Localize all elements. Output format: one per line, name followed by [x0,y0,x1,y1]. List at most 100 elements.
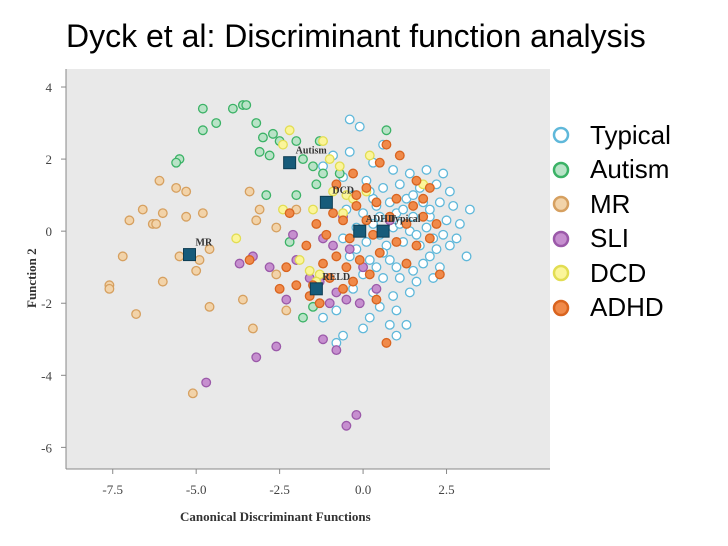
data-point [398,204,409,215]
group-centroid [309,282,323,296]
data-point [311,179,322,190]
legend: Typical Autism MR SLI DCD ADHD [552,118,671,325]
y-tick-label: 2 [46,152,53,167]
data-point [401,319,412,330]
data-point [341,294,352,305]
data-point [424,233,435,244]
y-axis-title: Function 2 [24,248,39,308]
data-point [281,294,292,305]
centroid-label: ADHD [366,214,395,225]
y-tick-label: 4 [46,80,53,95]
data-point [441,215,452,226]
data-point [241,100,252,110]
legend-label: Typical [590,119,671,150]
data-point [401,219,412,229]
data-point [231,233,242,244]
data-point [331,251,342,262]
data-point [444,240,455,251]
data-point [331,305,342,316]
data-point [381,139,392,150]
legend-item-dcd: DCD [552,256,671,291]
data-point [321,229,332,240]
data-point [298,154,308,165]
data-point [464,204,475,215]
data-point [211,118,222,129]
x-tick-label: -5.0 [186,482,207,497]
data-point [131,309,142,319]
data-point [254,204,265,215]
data-point [418,258,429,269]
centroid-label: Typical [389,214,421,225]
data-point [174,251,185,262]
data-point [421,164,432,175]
data-point [251,352,262,363]
data-point [328,208,338,219]
legend-item-sli: SLI [552,222,671,257]
x-tick-label: 0.0 [355,482,371,497]
data-point [348,276,359,287]
data-point [371,283,382,294]
data-point [408,265,419,276]
data-point [308,204,318,215]
data-point [371,197,382,208]
centroid-label: DCD [332,185,354,196]
group-centroid [376,224,390,238]
data-point [371,294,382,305]
data-point [391,237,402,247]
data-point [234,258,245,269]
data-point [388,291,399,301]
x-axis-title: Canonical Discriminant Functions [180,509,371,524]
data-point [314,298,325,309]
data-point [424,182,435,193]
data-point [294,255,305,265]
data-point [444,186,455,197]
data-point [391,262,402,273]
data-point [334,161,345,172]
data-point [301,240,312,251]
group-centroid [183,248,197,262]
data-point [201,377,212,388]
legend-label: Autism [590,154,670,185]
y-tick-label: 0 [46,224,53,239]
data-point [318,258,328,269]
data-point [438,168,449,179]
data-point [391,305,402,316]
data-point [104,283,115,294]
data-point [394,179,405,190]
data-point [364,269,375,280]
data-point [281,305,292,316]
data-point [254,146,265,157]
legend-swatch [552,127,570,144]
data-point [171,157,182,168]
data-point [284,208,295,219]
data-point [381,337,392,348]
group-centroid [319,195,333,209]
data-point [348,168,359,179]
data-point [411,240,422,251]
data-point [264,150,275,161]
legend-swatch [552,299,570,316]
data-point [151,219,162,229]
data-point [197,103,208,114]
data-point [291,280,302,291]
data-point [204,244,215,255]
data-point [411,276,422,287]
group-centroid [353,224,367,238]
data-point [274,283,285,294]
data-point [227,103,238,114]
data-point [281,262,292,273]
data-point [318,136,328,147]
data-point [378,182,389,193]
data-point [344,146,355,157]
data-point [157,276,168,287]
data-point [391,193,402,204]
data-point [324,273,335,283]
data-point [411,229,422,240]
data-point [438,229,449,240]
data-point [361,215,372,226]
data-point [351,409,362,420]
data-point [187,388,198,399]
data-point [451,233,462,244]
x-tick-label: -2.5 [269,482,290,497]
